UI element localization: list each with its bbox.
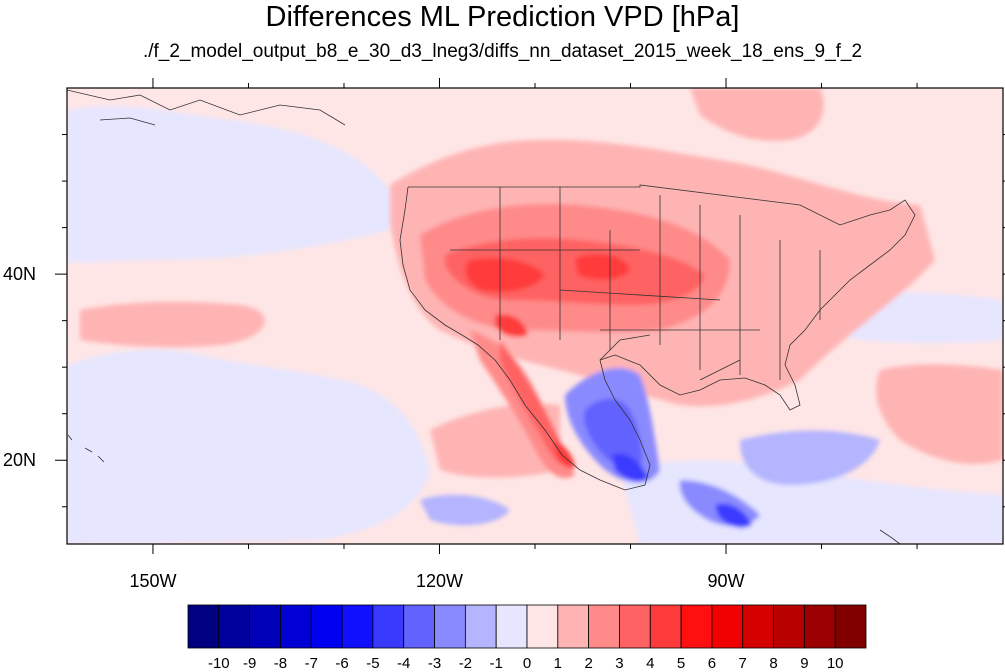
lon-tick-label: 90W [708,571,745,591]
colorbar-swatch [310,604,343,649]
field-region [80,301,265,348]
field-region [575,254,630,280]
colorbar-label: 6 [708,655,716,672]
colorbar-swatch [403,604,435,649]
field-region [67,106,390,263]
axis-ticks [55,78,1005,554]
colorbar-label: -9 [243,655,256,672]
lon-tick-label: 120W [416,571,463,591]
colorbar-swatch [557,604,590,649]
field-layer [67,88,1003,544]
field-region [612,453,648,482]
colorbar-swatch [372,604,405,649]
colorbar-label: 4 [646,655,654,672]
colorbar-label: 9 [800,655,808,672]
colorbar-swatch [649,604,682,649]
colorbar-label: 7 [739,655,747,672]
colorbar-label: -10 [208,655,230,672]
colorbar-label: -8 [274,655,287,672]
field-region [876,364,1003,464]
lat-tick-label: 40N [3,264,36,284]
map-title: Differences ML Prediction VPD [hPa] [265,1,740,33]
colorbar-swatch [464,604,497,649]
colorbar-swatch [834,604,867,649]
colorbar-swatch [711,604,744,649]
field-region [500,340,570,466]
field-region [465,258,545,292]
field-region [715,503,752,528]
colorbar [187,604,867,649]
colorbar-swatch [341,604,374,649]
colorbar-swatch [773,604,805,649]
colorbar-label: -6 [335,655,348,672]
colorbar-swatch [218,604,251,649]
field-region [420,494,510,526]
colorbar-swatch [495,604,528,649]
coastlines [67,89,916,544]
colorbar-label: 3 [615,655,623,672]
colorbar-label: 0 [523,655,531,672]
colorbar-label: -3 [428,655,441,672]
lon-tick-label: 150W [129,571,176,591]
lat-tick-label: 20N [3,450,36,470]
colorbar-label: -1 [490,655,503,672]
colorbar-label: -4 [397,655,410,672]
colorbar-swatch [526,604,559,649]
field-region [495,314,528,337]
colorbar-swatch [434,604,466,649]
field-region [690,88,824,141]
colorbar-swatch [619,604,651,649]
colorbar-swatch [249,604,281,649]
field-region [740,430,880,485]
colorbar-labels: -10 -9 -8 -7 -6 -5 -4 -3 -2 -1 0 1 2 3 4 5 6 7 8 9 10 [208,655,844,672]
colorbar-label: 2 [584,655,592,672]
colorbar-label: 1 [554,655,562,672]
colorbar-swatch [588,604,620,649]
colorbar-swatch [280,604,312,649]
colorbar-label: 8 [769,655,777,672]
colorbar-label: -7 [305,655,318,672]
colorbar-label: -2 [459,655,472,672]
colorbar-label: 5 [677,655,685,672]
colorbar-label: -5 [366,655,379,672]
colorbar-swatch [742,604,774,649]
map-subtitle: ./f_2_model_output_b8_e_30_d3_lneg3/diff… [142,41,863,62]
field-region [67,349,430,544]
colorbar-swatch [187,604,220,649]
colorbar-swatch [680,604,713,649]
colorbar-label: 10 [827,655,844,672]
colorbar-swatch [803,604,836,649]
